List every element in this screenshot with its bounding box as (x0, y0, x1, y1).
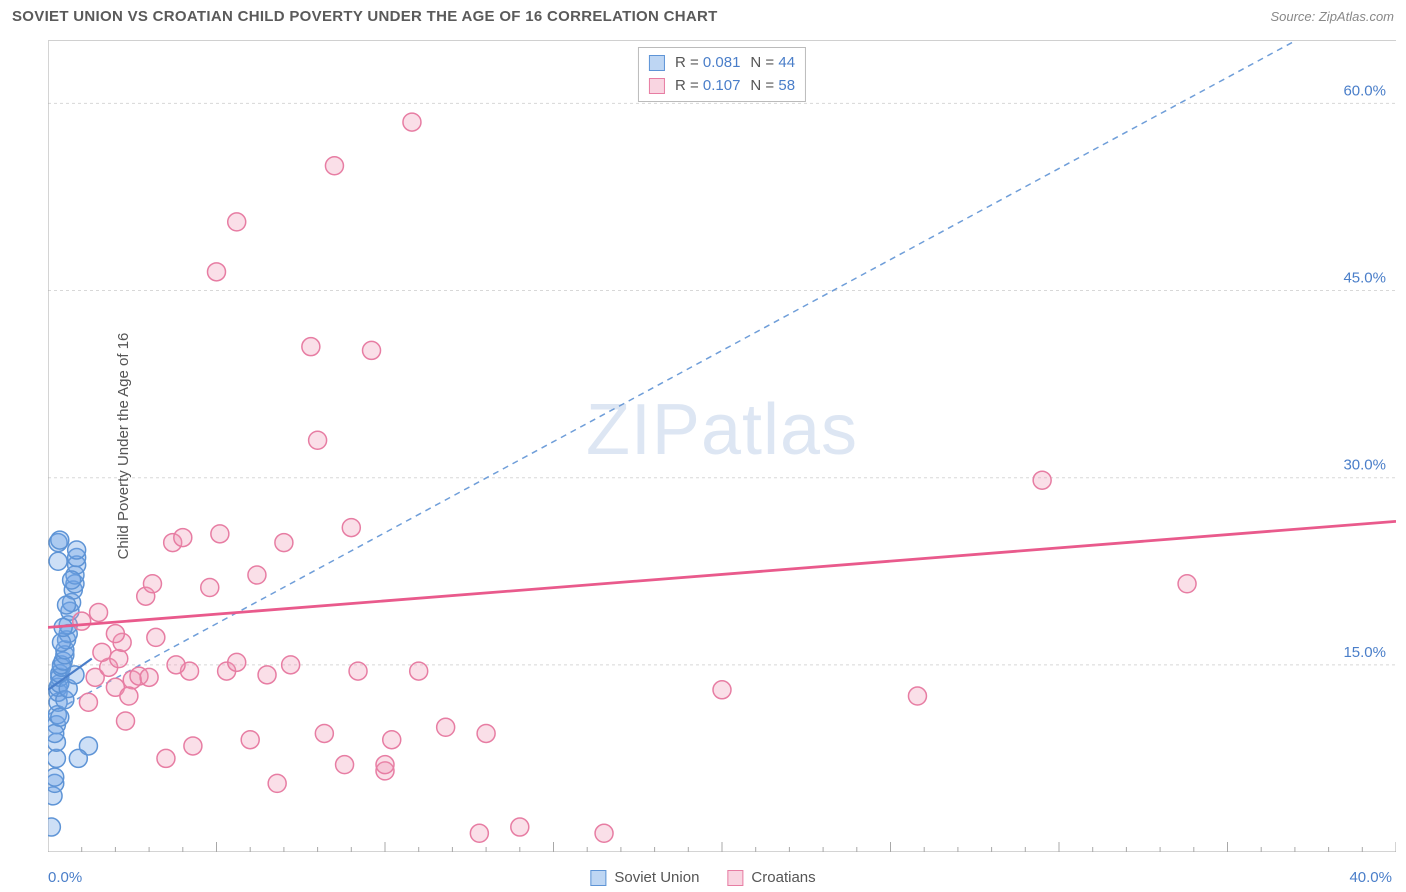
correlation-legend-row: R = 0.081 N = 44 (649, 52, 795, 75)
chart-title: SOVIET UNION VS CROATIAN CHILD POVERTY U… (12, 8, 718, 25)
r-label: R = 0.081 (675, 52, 740, 75)
scatter-plot-svg: 15.0% 30.0% 45.0% 60.0% (48, 41, 1396, 852)
legend-swatch-icon (590, 870, 606, 886)
legend-swatch-icon (649, 55, 665, 71)
svg-text:45.0%: 45.0% (1343, 270, 1386, 287)
correlation-legend: R = 0.081 N = 44 R = 0.107 N = 58 (638, 47, 806, 102)
x-axis-min-label: 0.0% (48, 869, 82, 886)
chart-area: 15.0%30.0%45.0%60.0% ZIPatlas R = 0.081 … (48, 40, 1396, 852)
legend-swatch-icon (727, 870, 743, 886)
series-legend-label: Croatians (751, 869, 815, 886)
chart-header: SOVIET UNION VS CROATIAN CHILD POVERTY U… (0, 0, 1406, 29)
svg-text:15.0%: 15.0% (1343, 644, 1386, 661)
correlation-legend-row: R = 0.107 N = 58 (649, 75, 795, 98)
series-legend-item: Soviet Union (590, 869, 699, 886)
series-legend-item: Croatians (727, 869, 815, 886)
svg-text:60.0%: 60.0% (1343, 82, 1386, 99)
x-axis-max-label: 40.0% (1349, 869, 1392, 886)
n-label: N = 44 (750, 52, 795, 75)
series-legend-label: Soviet Union (614, 869, 699, 886)
svg-text:30.0%: 30.0% (1343, 457, 1386, 474)
series-legend: Soviet Union Croatians (590, 869, 815, 886)
n-label: N = 58 (750, 75, 795, 98)
legend-swatch-icon (649, 78, 665, 94)
r-label: R = 0.107 (675, 75, 740, 98)
chart-source: Source: ZipAtlas.com (1270, 9, 1394, 24)
